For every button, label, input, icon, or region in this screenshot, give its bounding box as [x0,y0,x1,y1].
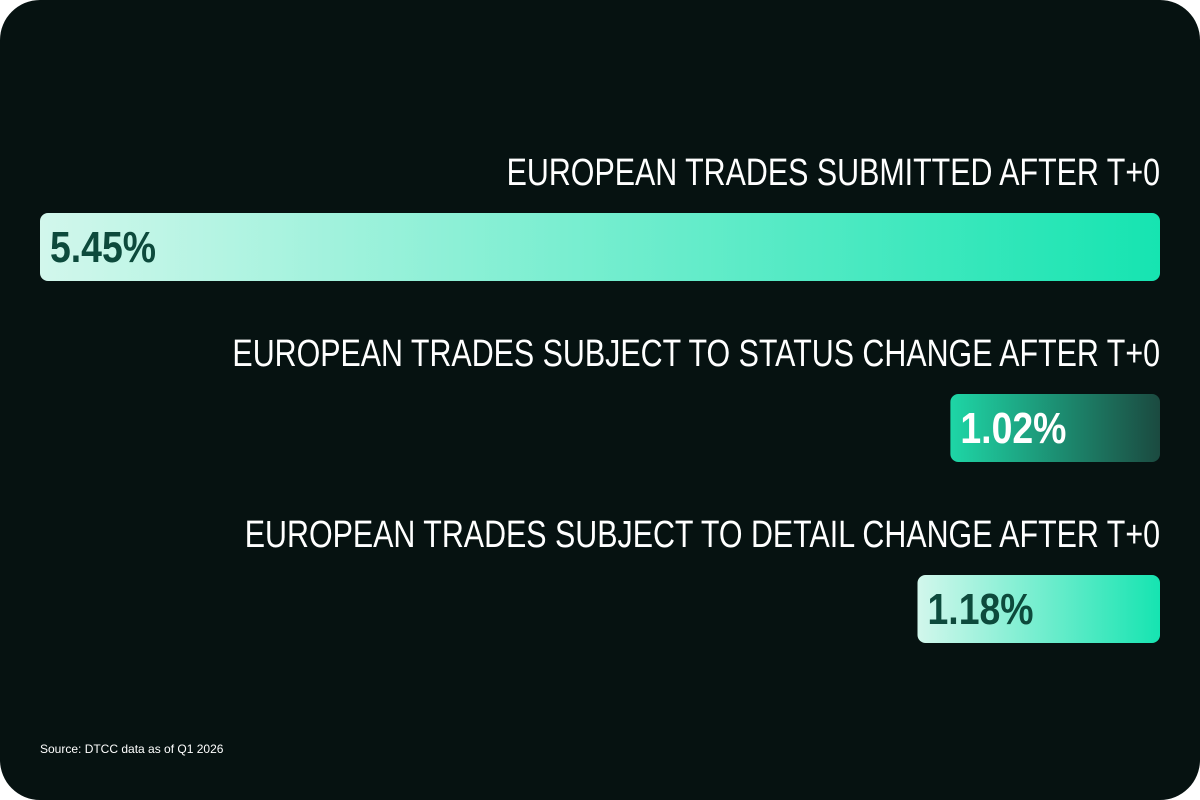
category-label: EUROPEAN TRADES SUBJECT TO DETAIL CHANGE… [245,514,1160,556]
value-label: 5.45% [50,222,156,272]
value-label: 1.18% [928,584,1034,634]
value-label: 1.02% [960,403,1066,453]
bar [40,213,1160,281]
bar [950,394,1160,462]
category-label: EUROPEAN TRADES SUBJECT TO STATUS CHANGE… [232,333,1160,375]
bar [917,575,1160,643]
category-label: EUROPEAN TRADES SUBMITTED AFTER T+0 [507,152,1160,194]
source-note: Source: DTCC data as of Q1 2026 [40,742,224,756]
